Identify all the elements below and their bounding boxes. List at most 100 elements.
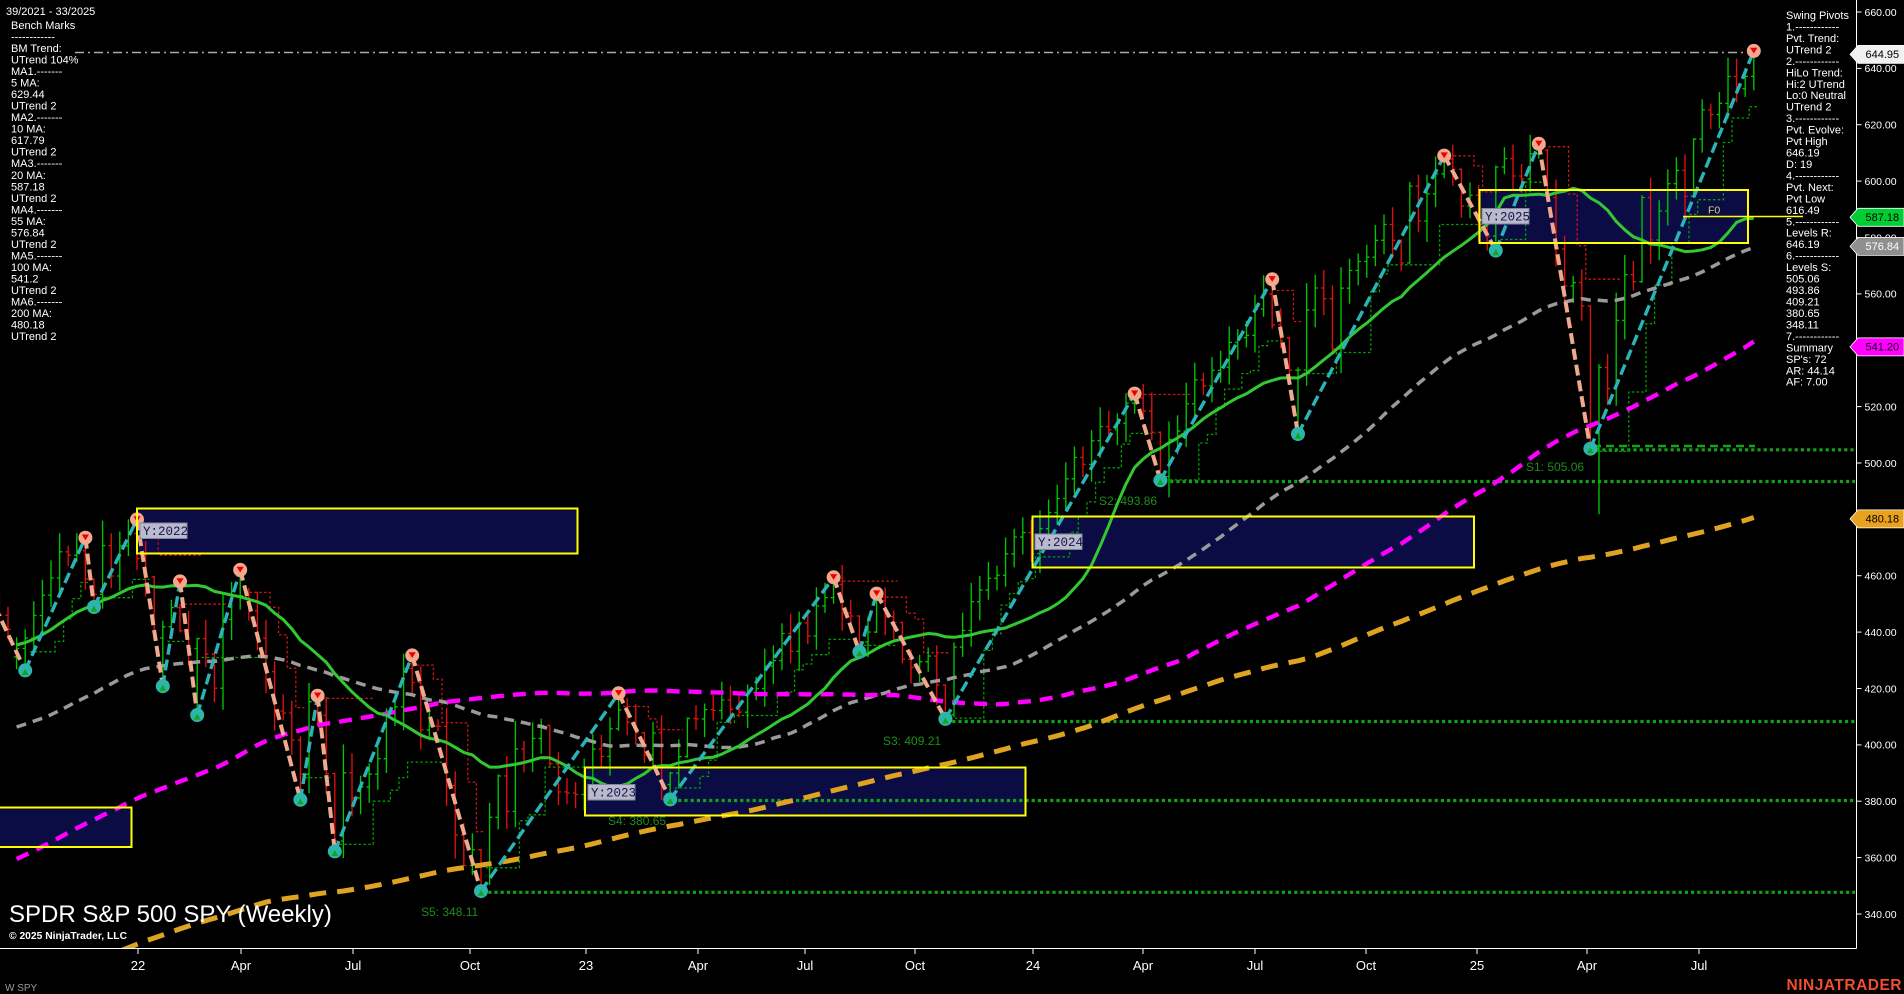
svg-text:MA5.-------: MA5.------- xyxy=(11,250,63,262)
svg-text:4.------------: 4.------------ xyxy=(1786,170,1839,182)
svg-text:Y:2025: Y:2025 xyxy=(1485,211,1530,225)
svg-text:587.18: 587.18 xyxy=(1866,212,1900,224)
svg-text:Pvt Low: Pvt Low xyxy=(1786,193,1825,205)
svg-text:541.2: 541.2 xyxy=(11,273,39,285)
svg-text:MA2.-------: MA2.------- xyxy=(11,112,63,124)
svg-text:5.------------: 5.------------ xyxy=(1786,216,1839,228)
svg-text:Apr: Apr xyxy=(1577,958,1598,973)
svg-text:UTrend 2: UTrend 2 xyxy=(1786,102,1831,114)
svg-text:Y:2023: Y:2023 xyxy=(591,787,636,801)
svg-text:460.00: 460.00 xyxy=(1865,571,1897,583)
svg-text:6.------------: 6.------------ xyxy=(1786,251,1839,263)
svg-text:UTrend 2: UTrend 2 xyxy=(11,239,56,251)
svg-text:380.65: 380.65 xyxy=(1786,308,1820,320)
svg-text:SPDR S&P 500 SPY (Weekly): SPDR S&P 500 SPY (Weekly) xyxy=(9,901,332,928)
svg-text:23: 23 xyxy=(579,958,593,973)
svg-text:10 MA:: 10 MA: xyxy=(11,124,46,136)
svg-text:22: 22 xyxy=(131,958,145,973)
svg-text:MA4.-------: MA4.------- xyxy=(11,204,63,216)
svg-text:NINJATRADER: NINJATRADER xyxy=(1787,977,1902,994)
svg-text:W SPY: W SPY xyxy=(5,983,38,994)
svg-text:620.00: 620.00 xyxy=(1865,120,1897,132)
svg-text:© 2025 NinjaTrader, LLC: © 2025 NinjaTrader, LLC xyxy=(9,931,128,942)
svg-text:UTrend 2: UTrend 2 xyxy=(11,193,56,205)
svg-text:UTrend 2: UTrend 2 xyxy=(1786,44,1831,56)
svg-text:Jul: Jul xyxy=(1691,958,1708,973)
svg-text:600.00: 600.00 xyxy=(1865,176,1897,188)
svg-text:Apr: Apr xyxy=(231,958,252,973)
svg-text:Y:2024: Y:2024 xyxy=(1038,536,1083,550)
svg-text:S1: 505.06: S1: 505.06 xyxy=(1526,460,1584,474)
svg-text:3.------------: 3.------------ xyxy=(1786,113,1839,125)
svg-text:25: 25 xyxy=(1470,958,1484,973)
svg-text:541.20: 541.20 xyxy=(1866,342,1900,354)
svg-text:576.84: 576.84 xyxy=(11,227,45,239)
svg-text:409.21: 409.21 xyxy=(1786,297,1820,309)
svg-text:Apr: Apr xyxy=(1133,958,1154,973)
svg-text:340.00: 340.00 xyxy=(1865,909,1897,921)
svg-text:587.18: 587.18 xyxy=(11,181,45,193)
svg-text:2.------------: 2.------------ xyxy=(1786,56,1839,68)
svg-text:S5: 348.11: S5: 348.11 xyxy=(421,905,478,919)
svg-text:644.95: 644.95 xyxy=(1866,49,1900,61)
svg-text:440.00: 440.00 xyxy=(1865,627,1897,639)
svg-text:55 MA:: 55 MA: xyxy=(11,216,46,228)
svg-text:Pvt. Evolve:: Pvt. Evolve: xyxy=(1786,125,1844,137)
svg-text:UTrend 2: UTrend 2 xyxy=(11,101,56,113)
svg-text:660.00: 660.00 xyxy=(1865,7,1897,19)
svg-text:Levels S:: Levels S: xyxy=(1786,262,1831,274)
svg-text:Swing Pivots: Swing Pivots xyxy=(1786,10,1849,22)
svg-text:Lo:0 Neutral: Lo:0 Neutral xyxy=(1786,90,1846,102)
svg-text:MA1.-------: MA1.------- xyxy=(11,66,63,78)
svg-text:D: 19: D: 19 xyxy=(1786,159,1812,171)
svg-text:500.00: 500.00 xyxy=(1865,458,1897,470)
svg-text:Oct: Oct xyxy=(460,958,481,973)
svg-text:200 MA:: 200 MA: xyxy=(11,308,52,320)
svg-text:F0: F0 xyxy=(1708,205,1720,217)
svg-text:Hi:2 UTrend: Hi:2 UTrend xyxy=(1786,79,1845,91)
svg-text:480.18: 480.18 xyxy=(1866,514,1900,526)
svg-text:Jul: Jul xyxy=(345,958,362,973)
svg-text:Oct: Oct xyxy=(1356,958,1377,973)
svg-text:BM Trend:: BM Trend: xyxy=(11,43,62,55)
svg-text:Summary: Summary xyxy=(1786,342,1834,354)
svg-text:Jul: Jul xyxy=(797,958,814,973)
svg-text:380.00: 380.00 xyxy=(1865,796,1897,808)
svg-text:100 MA:: 100 MA: xyxy=(11,262,52,274)
svg-text:20 MA:: 20 MA: xyxy=(11,170,46,182)
svg-text:7.------------: 7.------------ xyxy=(1786,331,1839,343)
svg-text:Pvt. Next:: Pvt. Next: xyxy=(1786,182,1834,194)
svg-text:SP's: 72: SP's: 72 xyxy=(1786,354,1827,366)
svg-text:Jul: Jul xyxy=(1247,958,1264,973)
svg-text:Levels R:: Levels R: xyxy=(1786,228,1832,240)
svg-text:1.------------: 1.------------ xyxy=(1786,22,1839,34)
svg-text:MA6.-------: MA6.------- xyxy=(11,297,63,309)
svg-text:39/2021 - 33/2025: 39/2021 - 33/2025 xyxy=(6,6,95,18)
svg-text:640.00: 640.00 xyxy=(1865,63,1897,75)
svg-text:------------: ------------ xyxy=(11,32,55,44)
svg-text:UTrend 2: UTrend 2 xyxy=(11,331,56,343)
svg-text:AR: 44.14: AR: 44.14 xyxy=(1786,365,1835,377)
svg-text:360.00: 360.00 xyxy=(1865,852,1897,864)
svg-text:Bench Marks: Bench Marks xyxy=(11,20,76,32)
svg-text:Pvt. Trend:: Pvt. Trend: xyxy=(1786,33,1839,45)
svg-text:348.11: 348.11 xyxy=(1786,319,1819,331)
svg-text:UTrend 2: UTrend 2 xyxy=(11,285,56,297)
svg-text:S2: 493.86: S2: 493.86 xyxy=(1099,494,1157,508)
svg-text:616.49: 616.49 xyxy=(1786,205,1820,217)
svg-text:Pvt High: Pvt High xyxy=(1786,136,1828,148)
svg-text:560.00: 560.00 xyxy=(1865,289,1897,301)
svg-text:Y:2022: Y:2022 xyxy=(143,525,188,539)
svg-text:400.00: 400.00 xyxy=(1865,740,1897,752)
svg-text:24: 24 xyxy=(1026,958,1040,973)
svg-text:S3: 409.21: S3: 409.21 xyxy=(883,734,941,748)
svg-text:576.84: 576.84 xyxy=(1866,241,1900,253)
svg-text:629.44: 629.44 xyxy=(11,89,45,101)
svg-text:420.00: 420.00 xyxy=(1865,683,1897,695)
svg-text:S4: 380.65: S4: 380.65 xyxy=(608,814,666,828)
svg-text:646.19: 646.19 xyxy=(1786,148,1820,160)
svg-text:520.00: 520.00 xyxy=(1865,401,1897,413)
svg-text:5 MA:: 5 MA: xyxy=(11,78,40,90)
svg-text:617.79: 617.79 xyxy=(11,135,45,147)
svg-text:480.18: 480.18 xyxy=(11,320,45,332)
